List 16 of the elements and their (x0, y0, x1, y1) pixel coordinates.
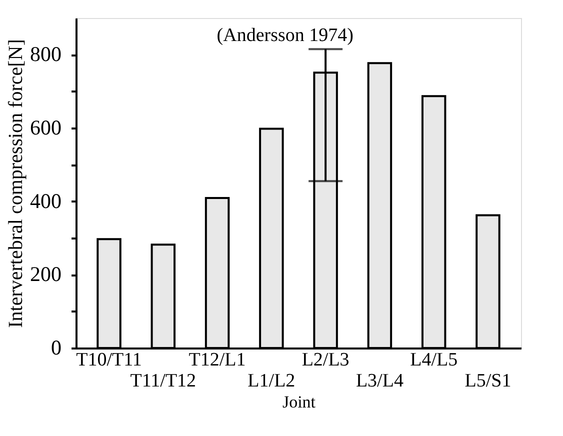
x-tick-label: L4/L5 (410, 350, 458, 370)
y-tick-label: 800 (30, 42, 62, 66)
x-tick-label: L3/L4 (356, 370, 404, 392)
y-tick-label: 200 (30, 262, 62, 286)
y-tick-label: 0 (51, 336, 62, 360)
x-tick-label: L5/S1 (464, 370, 512, 392)
x-tick-label: L2/L3 (302, 350, 350, 370)
x-axis-title: Joint (282, 392, 316, 412)
annotation: (Andersson 1974) (216, 25, 354, 46)
x-tick-label: T10/T11 (76, 350, 142, 370)
y-axis-title: Intervertebral compression force[N] (5, 39, 27, 328)
y-tick-label: 600 (30, 116, 62, 140)
x-tick-label: T11/T12 (130, 370, 196, 392)
x-tick-label: T12/L1 (188, 350, 246, 370)
x-tick-label: L1/L2 (248, 370, 296, 392)
y-tick-label: 400 (30, 188, 62, 213)
